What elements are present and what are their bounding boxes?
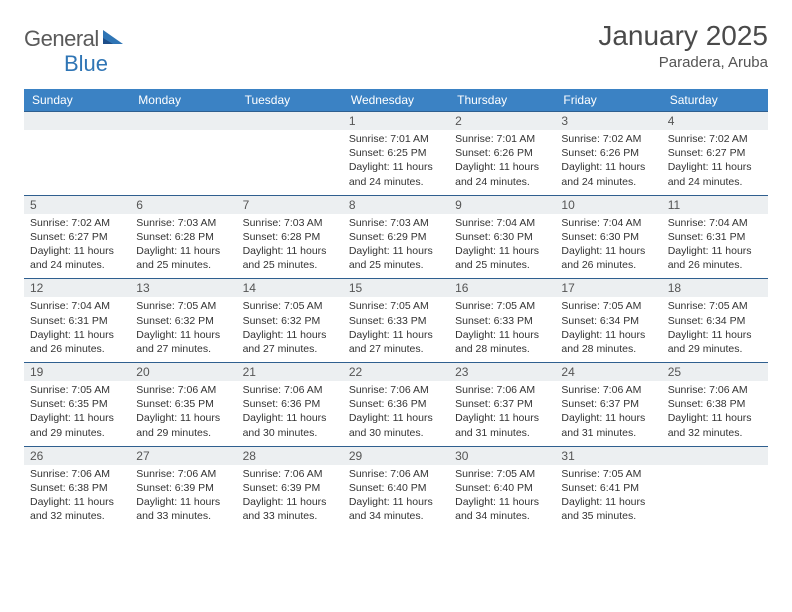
day-number-cell: 21 bbox=[237, 363, 343, 382]
calendar-table: SundayMondayTuesdayWednesdayThursdayFrid… bbox=[24, 89, 768, 529]
day-header: Saturday bbox=[662, 89, 768, 112]
day-info-cell: Sunrise: 7:05 AMSunset: 6:33 PMDaylight:… bbox=[449, 297, 555, 362]
day-number-cell: 13 bbox=[130, 279, 236, 298]
week-info-row: Sunrise: 7:05 AMSunset: 6:35 PMDaylight:… bbox=[24, 381, 768, 446]
week-info-row: Sunrise: 7:04 AMSunset: 6:31 PMDaylight:… bbox=[24, 297, 768, 362]
day-info-cell: Sunrise: 7:05 AMSunset: 6:33 PMDaylight:… bbox=[343, 297, 449, 362]
day-number-cell: 27 bbox=[130, 446, 236, 465]
month-title: January 2025 bbox=[598, 20, 768, 52]
day-info-cell bbox=[237, 130, 343, 195]
day-number-cell: 7 bbox=[237, 195, 343, 214]
day-number-cell: 5 bbox=[24, 195, 130, 214]
day-info-cell: Sunrise: 7:06 AMSunset: 6:35 PMDaylight:… bbox=[130, 381, 236, 446]
day-info-cell bbox=[130, 130, 236, 195]
day-number-cell: 4 bbox=[662, 112, 768, 131]
day-info-cell: Sunrise: 7:06 AMSunset: 6:39 PMDaylight:… bbox=[130, 465, 236, 530]
day-info-cell: Sunrise: 7:05 AMSunset: 6:34 PMDaylight:… bbox=[662, 297, 768, 362]
calendar-body: 1234 Sunrise: 7:01 AMSunset: 6:25 PMDayl… bbox=[24, 112, 768, 530]
day-number-cell bbox=[237, 112, 343, 131]
day-number-cell: 30 bbox=[449, 446, 555, 465]
day-number-cell: 18 bbox=[662, 279, 768, 298]
day-info-cell: Sunrise: 7:02 AMSunset: 6:26 PMDaylight:… bbox=[555, 130, 661, 195]
day-info-cell: Sunrise: 7:02 AMSunset: 6:27 PMDaylight:… bbox=[24, 214, 130, 279]
day-number-cell: 17 bbox=[555, 279, 661, 298]
day-info-cell: Sunrise: 7:05 AMSunset: 6:41 PMDaylight:… bbox=[555, 465, 661, 530]
day-number-cell: 29 bbox=[343, 446, 449, 465]
week-daynum-row: 19202122232425 bbox=[24, 363, 768, 382]
day-number-cell: 6 bbox=[130, 195, 236, 214]
day-info-cell: Sunrise: 7:03 AMSunset: 6:28 PMDaylight:… bbox=[237, 214, 343, 279]
day-number-cell: 3 bbox=[555, 112, 661, 131]
day-header-row: SundayMondayTuesdayWednesdayThursdayFrid… bbox=[24, 89, 768, 112]
day-header: Sunday bbox=[24, 89, 130, 112]
day-info-cell: Sunrise: 7:06 AMSunset: 6:40 PMDaylight:… bbox=[343, 465, 449, 530]
day-header: Wednesday bbox=[343, 89, 449, 112]
day-header: Friday bbox=[555, 89, 661, 112]
day-number-cell: 14 bbox=[237, 279, 343, 298]
day-header: Thursday bbox=[449, 89, 555, 112]
day-number-cell: 12 bbox=[24, 279, 130, 298]
logo-text-blue: Blue bbox=[64, 51, 792, 77]
day-info-cell: Sunrise: 7:05 AMSunset: 6:40 PMDaylight:… bbox=[449, 465, 555, 530]
day-number-cell: 9 bbox=[449, 195, 555, 214]
day-number-cell: 31 bbox=[555, 446, 661, 465]
day-number-cell: 23 bbox=[449, 363, 555, 382]
day-number-cell: 22 bbox=[343, 363, 449, 382]
day-info-cell: Sunrise: 7:06 AMSunset: 6:36 PMDaylight:… bbox=[343, 381, 449, 446]
day-number-cell: 15 bbox=[343, 279, 449, 298]
day-number-cell: 1 bbox=[343, 112, 449, 131]
day-number-cell bbox=[130, 112, 236, 131]
week-daynum-row: 1234 bbox=[24, 112, 768, 131]
day-info-cell: Sunrise: 7:03 AMSunset: 6:28 PMDaylight:… bbox=[130, 214, 236, 279]
day-info-cell: Sunrise: 7:05 AMSunset: 6:34 PMDaylight:… bbox=[555, 297, 661, 362]
logo: General bbox=[24, 20, 127, 52]
day-info-cell: Sunrise: 7:05 AMSunset: 6:32 PMDaylight:… bbox=[237, 297, 343, 362]
day-number-cell: 19 bbox=[24, 363, 130, 382]
day-info-cell: Sunrise: 7:05 AMSunset: 6:35 PMDaylight:… bbox=[24, 381, 130, 446]
day-number-cell: 24 bbox=[555, 363, 661, 382]
day-number-cell: 26 bbox=[24, 446, 130, 465]
day-info-cell: Sunrise: 7:04 AMSunset: 6:31 PMDaylight:… bbox=[24, 297, 130, 362]
day-header: Tuesday bbox=[237, 89, 343, 112]
week-info-row: Sunrise: 7:01 AMSunset: 6:25 PMDaylight:… bbox=[24, 130, 768, 195]
day-number-cell: 2 bbox=[449, 112, 555, 131]
week-daynum-row: 12131415161718 bbox=[24, 279, 768, 298]
day-info-cell: Sunrise: 7:06 AMSunset: 6:36 PMDaylight:… bbox=[237, 381, 343, 446]
day-info-cell: Sunrise: 7:06 AMSunset: 6:37 PMDaylight:… bbox=[555, 381, 661, 446]
day-info-cell bbox=[24, 130, 130, 195]
day-number-cell: 11 bbox=[662, 195, 768, 214]
week-daynum-row: 567891011 bbox=[24, 195, 768, 214]
day-number-cell: 8 bbox=[343, 195, 449, 214]
day-number-cell: 10 bbox=[555, 195, 661, 214]
day-info-cell: Sunrise: 7:06 AMSunset: 6:37 PMDaylight:… bbox=[449, 381, 555, 446]
day-info-cell: Sunrise: 7:04 AMSunset: 6:31 PMDaylight:… bbox=[662, 214, 768, 279]
day-info-cell: Sunrise: 7:06 AMSunset: 6:39 PMDaylight:… bbox=[237, 465, 343, 530]
logo-flag-icon bbox=[103, 28, 125, 51]
day-info-cell bbox=[662, 465, 768, 530]
day-info-cell: Sunrise: 7:02 AMSunset: 6:27 PMDaylight:… bbox=[662, 130, 768, 195]
day-info-cell: Sunrise: 7:01 AMSunset: 6:26 PMDaylight:… bbox=[449, 130, 555, 195]
logo-text-general: General bbox=[24, 26, 99, 52]
week-info-row: Sunrise: 7:06 AMSunset: 6:38 PMDaylight:… bbox=[24, 465, 768, 530]
day-number-cell: 20 bbox=[130, 363, 236, 382]
day-info-cell: Sunrise: 7:03 AMSunset: 6:29 PMDaylight:… bbox=[343, 214, 449, 279]
day-info-cell: Sunrise: 7:06 AMSunset: 6:38 PMDaylight:… bbox=[24, 465, 130, 530]
day-number-cell: 25 bbox=[662, 363, 768, 382]
day-info-cell: Sunrise: 7:04 AMSunset: 6:30 PMDaylight:… bbox=[555, 214, 661, 279]
week-info-row: Sunrise: 7:02 AMSunset: 6:27 PMDaylight:… bbox=[24, 214, 768, 279]
day-header: Monday bbox=[130, 89, 236, 112]
day-info-cell: Sunrise: 7:01 AMSunset: 6:25 PMDaylight:… bbox=[343, 130, 449, 195]
day-number-cell bbox=[24, 112, 130, 131]
day-info-cell: Sunrise: 7:06 AMSunset: 6:38 PMDaylight:… bbox=[662, 381, 768, 446]
day-info-cell: Sunrise: 7:05 AMSunset: 6:32 PMDaylight:… bbox=[130, 297, 236, 362]
day-info-cell: Sunrise: 7:04 AMSunset: 6:30 PMDaylight:… bbox=[449, 214, 555, 279]
week-daynum-row: 262728293031 bbox=[24, 446, 768, 465]
day-number-cell bbox=[662, 446, 768, 465]
day-number-cell: 16 bbox=[449, 279, 555, 298]
day-number-cell: 28 bbox=[237, 446, 343, 465]
